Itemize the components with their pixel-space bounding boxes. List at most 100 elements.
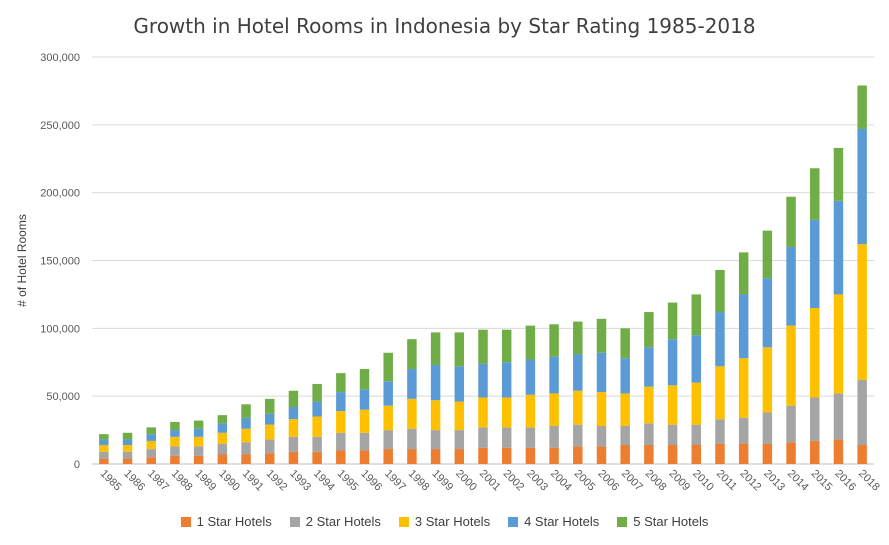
bar-segment — [691, 335, 702, 383]
x-tick-label: 1989 — [193, 468, 219, 494]
x-tick-label: 1986 — [121, 468, 147, 494]
bar-segment — [193, 436, 204, 447]
bar-segment — [478, 447, 488, 464]
y-axis-label: # of Hotel Rooms — [15, 214, 29, 307]
x-tick-label: 1992 — [264, 468, 290, 494]
legend-swatch — [289, 516, 300, 527]
y-tick-label: 200,000 — [40, 188, 80, 200]
bar-segment — [264, 413, 275, 425]
bar-segment — [336, 373, 346, 393]
bar-segment — [430, 400, 441, 431]
bar-segment — [217, 415, 228, 424]
bar-segment — [810, 168, 820, 220]
bar-segment — [501, 427, 512, 448]
x-tick-label: 1994 — [311, 468, 337, 494]
bar-segment — [667, 302, 678, 340]
bar-segment — [478, 329, 488, 364]
bar-segment — [241, 428, 251, 443]
bar-segment — [359, 409, 370, 433]
bar-segment — [620, 445, 630, 464]
legend-label: 3 Star Hotels — [414, 514, 491, 529]
bar-segment — [620, 393, 630, 427]
x-tick-label: 2004 — [548, 468, 574, 494]
bar-segment — [122, 451, 133, 459]
bar-segment — [857, 128, 867, 245]
bar-segment — [336, 411, 346, 433]
bar-segment — [833, 147, 844, 201]
bar-segment — [122, 445, 133, 452]
bar-segment — [810, 440, 820, 464]
bar-segment — [762, 230, 773, 279]
x-tick-label: 2015 — [809, 468, 835, 494]
bar-segment — [430, 430, 441, 450]
bar-segment — [573, 390, 583, 425]
legend: 1 Star Hotels 2 Star Hotels 3 Star Hotels 4… — [0, 514, 889, 529]
legend-item: 3 Star Hotels — [398, 514, 491, 529]
bar-segment — [217, 454, 228, 464]
chart-title: Growth in Hotel Rooms in Indonesia by St… — [133, 14, 756, 38]
bar-segment — [525, 394, 536, 428]
bar-segment — [407, 428, 417, 450]
bar-segment — [501, 362, 512, 398]
y-tick-label: 300,000 — [40, 52, 80, 64]
bar-segment — [312, 436, 322, 452]
bar-segment — [217, 423, 228, 433]
legend-label: 2 Star Hotels — [305, 514, 381, 529]
x-tick-label: 2003 — [524, 468, 550, 494]
bar-segment — [99, 458, 109, 464]
bar-segment — [644, 347, 654, 387]
bar-segment — [738, 252, 749, 295]
bar-segment — [170, 421, 180, 431]
legend-item: 4 Star Hotels — [508, 514, 599, 529]
bar-segment — [193, 420, 204, 429]
bar-segment — [312, 401, 322, 417]
bar-segment — [146, 440, 156, 450]
bar-segment — [193, 455, 204, 464]
legend-label: 4 Star Hotels — [524, 514, 600, 529]
y-tick-label: 250,000 — [40, 120, 80, 132]
bar-segment — [644, 423, 654, 446]
x-tick-label: 2000 — [453, 468, 479, 494]
bar-segment — [264, 453, 275, 464]
bar-segment — [715, 269, 725, 313]
bar-segment — [407, 369, 417, 399]
bar-segment — [430, 332, 441, 365]
bar-segment — [454, 401, 465, 431]
bar-segment — [312, 383, 322, 402]
bar-segment — [833, 439, 844, 464]
bar-segment — [525, 325, 536, 360]
x-tick-label: 2012 — [738, 468, 764, 494]
bar-segment — [170, 430, 180, 437]
bar-segment — [383, 352, 393, 382]
bar-segment — [667, 424, 678, 446]
bar-segment — [810, 219, 820, 308]
bar-segment — [454, 449, 465, 464]
bar-segment — [478, 427, 488, 448]
bar-segment — [99, 445, 109, 452]
bar-segment — [857, 244, 867, 380]
bar-segment — [786, 196, 796, 247]
bar-segment — [146, 427, 156, 435]
bar-segment — [525, 359, 536, 395]
x-tick-label: 1998 — [406, 468, 432, 494]
legend-swatch — [180, 516, 191, 527]
bar-segment — [596, 318, 607, 353]
bar-segment — [691, 382, 702, 425]
bar-segment — [122, 458, 133, 464]
bar-segment — [549, 356, 559, 394]
bar-segment — [667, 445, 678, 464]
bar-segment — [810, 307, 820, 398]
bar-segment — [738, 294, 749, 359]
bar-segment — [691, 294, 702, 336]
bar-segment — [407, 339, 417, 370]
bar-segment — [715, 366, 725, 420]
bar-segment — [596, 446, 607, 464]
bar-segment — [170, 446, 180, 456]
bar-segment — [786, 405, 796, 443]
bar-segment — [501, 397, 512, 428]
bar-segment — [99, 439, 109, 446]
bar-segment — [217, 443, 228, 455]
bar-segment — [407, 449, 417, 464]
bar-segment — [762, 347, 773, 413]
